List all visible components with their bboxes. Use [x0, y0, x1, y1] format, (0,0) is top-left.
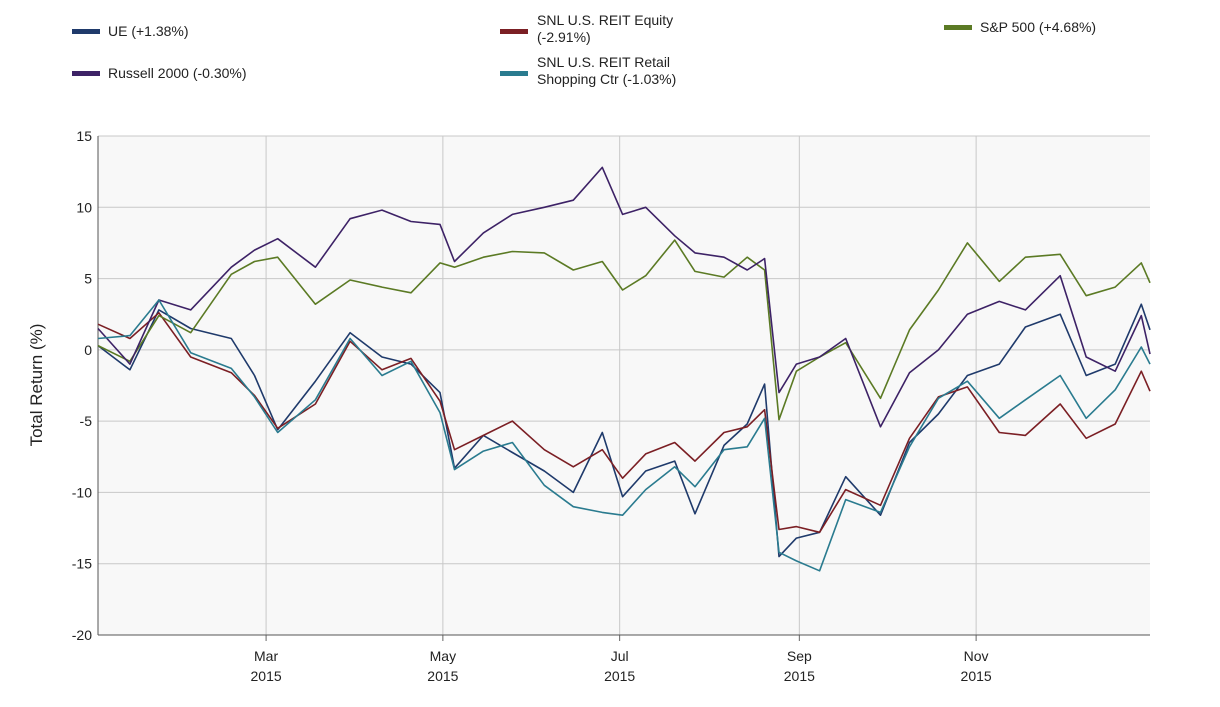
legend-label-sp500: S&P 500 (+4.68%) [980, 19, 1097, 35]
legend-swatch-reit-retail [500, 71, 528, 76]
y-tick-label: 15 [76, 128, 92, 144]
x-tick-label-month: Mar [254, 648, 278, 664]
legend-label-reit-equity: SNL U.S. REIT Equity (-2.91%) [537, 12, 674, 45]
y-tick-label: 0 [84, 342, 92, 358]
legend-label-russell: Russell 2000 (-0.30%) [108, 65, 247, 81]
legend-label-ue: UE (+1.38%) [108, 23, 189, 39]
tick-labels: 15 10 5 0 -5 -10 -15 -20 Mar 2015 May 2015 Jul 2015 Se… [72, 128, 992, 684]
x-tick-label-month: Jul [611, 648, 629, 664]
x-tick-label-month: Nov [964, 648, 989, 664]
x-tick-label-month: May [430, 648, 456, 664]
y-tick-label: -15 [72, 556, 92, 572]
legend-swatch-ue [72, 29, 100, 34]
series-line-0 [97, 303, 1151, 558]
x-tick-label-year: 2015 [604, 668, 635, 684]
legend-swatch-russell [72, 71, 100, 76]
y-axis-title: Total Return (%) [27, 324, 46, 447]
y-tick-label: 5 [84, 271, 92, 287]
y-tick-label: -5 [80, 413, 93, 429]
series-layer [97, 166, 1151, 572]
legend-swatch-sp500 [944, 25, 972, 30]
y-tick-label: -20 [72, 627, 92, 643]
series-line-3 [97, 166, 1151, 428]
axes [97, 136, 1150, 641]
plot-area [98, 136, 1150, 635]
x-tick-label-year: 2015 [251, 668, 282, 684]
x-tick-label-year: 2015 [427, 668, 458, 684]
x-tick-label-month: Sep [787, 648, 812, 664]
legend-swatch-reit-equity [500, 29, 528, 34]
series-line-2 [97, 239, 1151, 421]
legend-label-reit-retail: SNL U.S. REIT Retail Shopping Ctr (-1.03… [537, 54, 677, 87]
x-tick-label-year: 2015 [784, 668, 815, 684]
y-tick-label: 10 [76, 199, 92, 215]
series-line-4 [97, 299, 1151, 572]
y-tick-label: -10 [72, 484, 92, 500]
x-tick-label-year: 2015 [961, 668, 992, 684]
